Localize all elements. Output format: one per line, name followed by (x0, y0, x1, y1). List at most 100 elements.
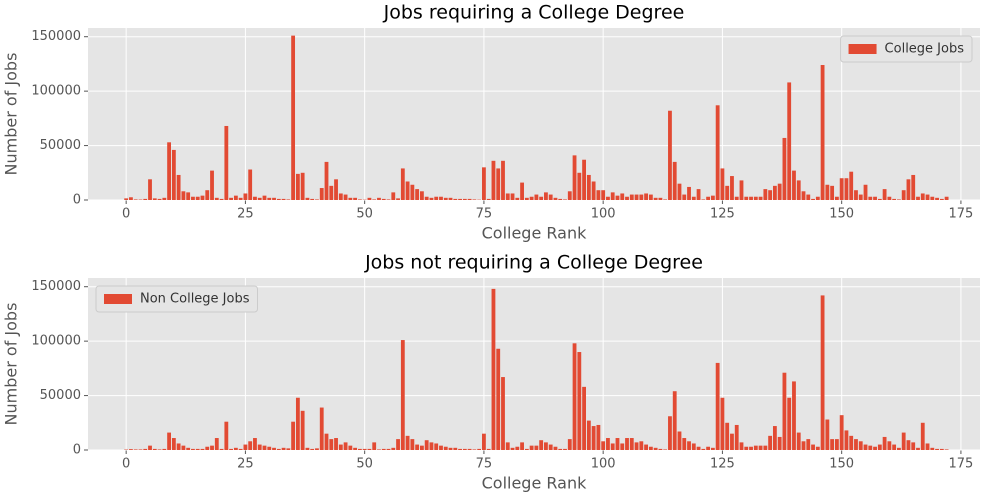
bar (839, 415, 844, 450)
bar (295, 397, 300, 450)
bar (591, 181, 596, 200)
bar (801, 191, 806, 200)
bar (825, 184, 830, 200)
bar (391, 447, 396, 450)
bar (639, 441, 644, 450)
bar (691, 196, 696, 200)
bar (458, 448, 462, 450)
bar (849, 171, 854, 200)
bar (787, 397, 792, 450)
bar (572, 155, 577, 200)
bar (200, 195, 205, 200)
bar (257, 444, 262, 450)
legend-swatch (104, 294, 132, 304)
bar (586, 420, 591, 450)
bar (357, 448, 362, 450)
bar (272, 197, 276, 200)
bar (858, 194, 863, 200)
bar (892, 198, 897, 200)
bar (658, 448, 663, 450)
bar (133, 199, 138, 200)
bar (434, 443, 439, 450)
x-tick-label: 175 (949, 207, 974, 222)
bar (467, 448, 472, 450)
bar (224, 421, 229, 450)
bar (338, 444, 343, 450)
bar (200, 448, 205, 450)
legend-box (95, 285, 258, 313)
bar (396, 439, 400, 450)
bar (768, 435, 773, 450)
bar (501, 377, 505, 450)
bar (544, 192, 548, 200)
bar (262, 445, 267, 450)
bar (482, 433, 486, 450)
bar (586, 174, 591, 200)
bar (410, 184, 415, 200)
bar (324, 161, 329, 200)
bar (720, 397, 725, 450)
bar (334, 179, 338, 200)
bar (720, 168, 725, 200)
bar (763, 189, 768, 200)
bar (310, 198, 315, 200)
bar (548, 444, 553, 450)
bar (911, 442, 916, 450)
bar (854, 439, 858, 450)
bar (186, 192, 191, 200)
bar (472, 199, 477, 200)
bar (281, 198, 286, 200)
bar (887, 196, 892, 200)
bar (749, 196, 753, 200)
bar (152, 448, 157, 450)
bar (529, 196, 534, 200)
x-tick-label: 125 (710, 207, 735, 222)
bar (362, 448, 367, 450)
x-tick-label: 0 (122, 457, 130, 472)
bar (510, 447, 515, 450)
bar (930, 447, 935, 450)
bar (806, 194, 811, 200)
bar (524, 197, 529, 200)
bar (825, 419, 830, 450)
bar (901, 432, 906, 450)
bar (129, 449, 133, 450)
bar (815, 446, 820, 450)
bar (634, 194, 639, 200)
bar (730, 176, 734, 200)
bar (253, 196, 257, 200)
bar (615, 195, 620, 200)
bar (520, 442, 524, 450)
bar (782, 137, 787, 200)
bar (672, 161, 677, 200)
bar (176, 174, 181, 200)
bar (682, 194, 687, 200)
bar (787, 82, 792, 200)
bar (663, 199, 668, 200)
bar (887, 441, 892, 450)
bar (920, 422, 925, 450)
bar (777, 183, 782, 200)
bar (563, 199, 567, 200)
bar (753, 445, 758, 450)
bar (367, 448, 372, 450)
bar (854, 190, 858, 200)
x-axis-label: College Rank (482, 474, 587, 493)
chart-title: Jobs not requiring a College Degree (364, 252, 703, 274)
bar (644, 193, 649, 200)
x-tick-label: 125 (710, 457, 735, 472)
bar (181, 191, 186, 200)
bar (286, 448, 291, 450)
bar (768, 190, 773, 200)
bar (610, 443, 615, 450)
bar (324, 433, 329, 450)
bar (696, 446, 701, 450)
x-tick-label: 75 (476, 207, 493, 222)
bar (405, 181, 410, 200)
legend-label: Non College Jobs (140, 292, 250, 307)
bar (310, 448, 315, 450)
bar (415, 189, 420, 200)
bar (691, 443, 696, 450)
bar (782, 372, 787, 450)
bar (792, 170, 796, 200)
